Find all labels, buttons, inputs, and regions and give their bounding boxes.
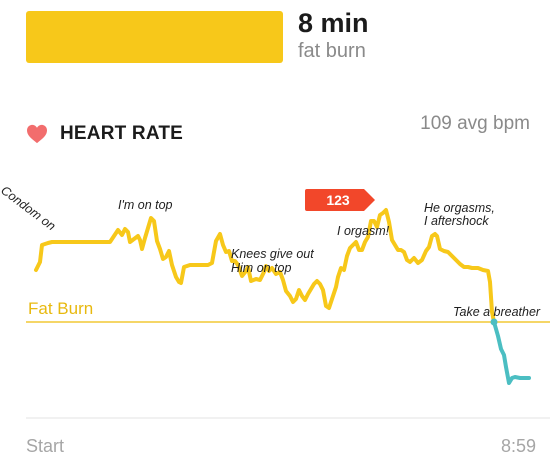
annotation-he-orgasms: He orgasms, [424,201,495,215]
heart-rate-line-in-zone [34,208,496,324]
zone-label: fat burn [298,40,366,62]
annotation-condom-on: Condom on [0,183,58,233]
fat-burn-zone-label: Fat Burn [28,299,93,318]
zone-minutes: 8 min [298,8,369,38]
average-bpm: 109 avg bpm [420,113,530,134]
annotation-i-orgasm: I orgasm! [337,224,390,238]
annotation-i-aftershock: I aftershock [424,214,489,228]
fat-burn-zone-bar [26,11,283,63]
heart-rate-title: HEART RATE [60,123,184,144]
annotation-take-a-breather: Take a breather [453,305,541,319]
annotation-im-on-top: I'm on top [118,198,173,212]
heart-icon [27,124,47,144]
axis-start-label: Start [26,436,65,456]
peak-badge-value: 123 [326,192,350,208]
peak-badge [305,189,375,211]
zone-transition-dot [490,318,498,326]
annotation-knees-give-out: Knees give out [231,247,314,261]
annotation-him-on-top: Him on top [231,261,291,275]
heart-rate-line-below-zone [492,320,531,385]
axis-end-label: 8:59 [500,436,536,456]
